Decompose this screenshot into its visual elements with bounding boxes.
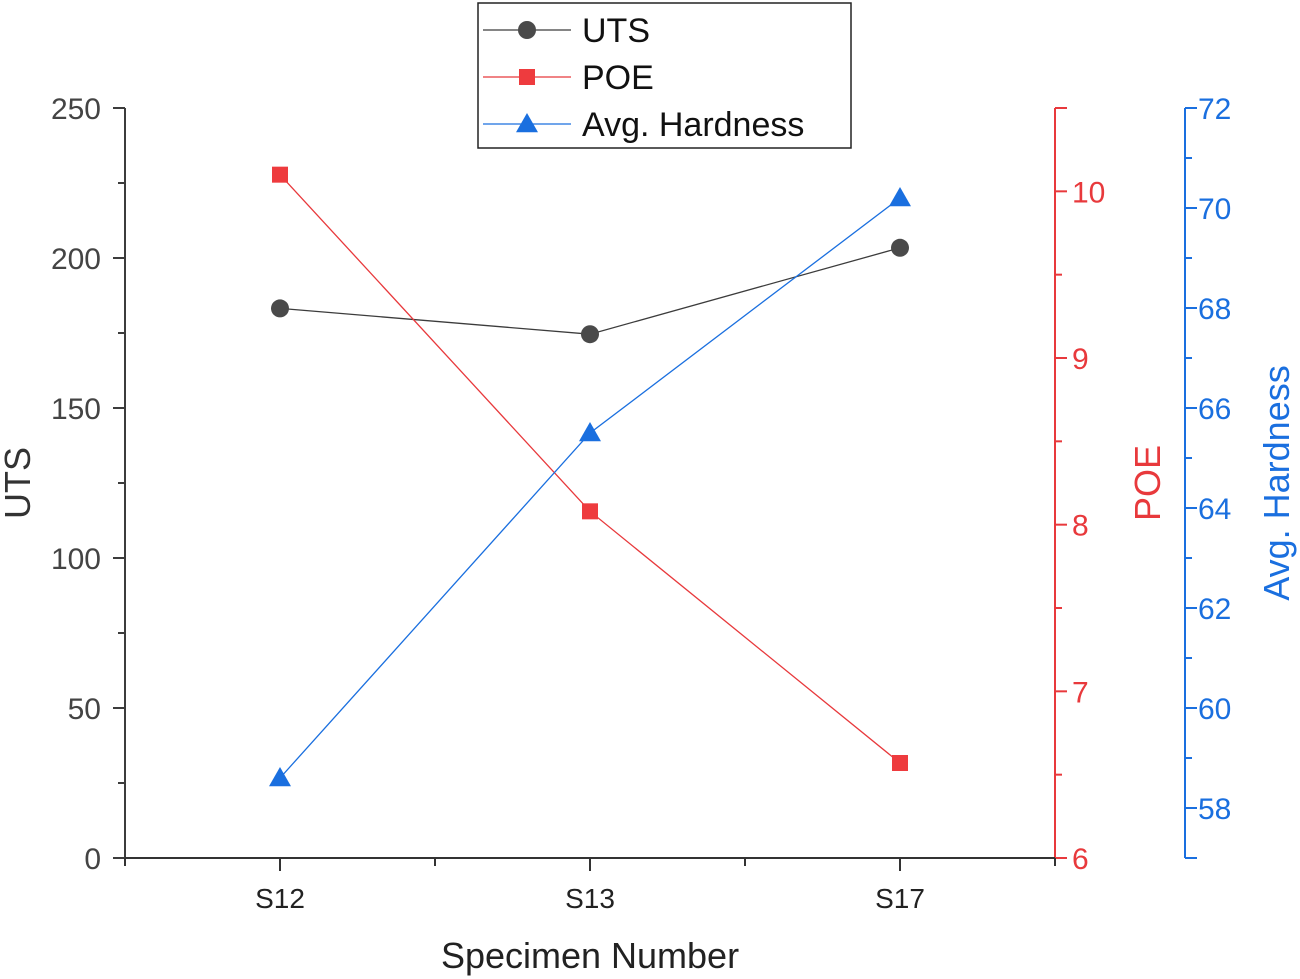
hardness-point [889,187,911,207]
legend-marker [519,69,535,85]
legend-box [477,2,852,149]
poe-tick-label: 6 [1072,843,1089,876]
poe-point [272,166,288,183]
legend-label: POE [582,59,654,97]
uts-point [891,238,909,257]
poe-series [272,166,908,771]
hardness-point [269,767,291,787]
uts-point [271,299,289,318]
hardness-point [579,422,601,442]
hardness-line [279,197,901,779]
uts-tick-label: 200 [51,243,101,276]
legend-label: Avg. Hardness [582,106,804,144]
uts-tick-label: 100 [51,543,101,576]
x-tick-label: S12 [255,883,305,914]
hardness-tick-label: 72 [1198,93,1231,126]
poe-tick-label: 7 [1072,676,1089,709]
hardness-axis-title: Avg. Hardness [1256,365,1297,600]
poe-tick-label: 10 [1072,176,1105,209]
uts-point [581,325,599,344]
uts-tick-label: 150 [51,393,101,426]
legend-marker [516,113,538,133]
legend: UTS POE Avg. Hardness [477,2,852,149]
poe-tick-label: 8 [1072,510,1089,543]
x-tick-label: S13 [565,883,615,914]
hardness-tick-label: 70 [1198,193,1231,226]
legend-item: Avg. Hardness [483,106,804,144]
poe-point [582,503,598,520]
x-axis-title: Specimen Number [441,935,739,976]
poe-tick-label: 9 [1072,343,1089,376]
hardness-tick-label: 58 [1198,793,1231,826]
x-tick-label: S17 [875,883,925,914]
axes-layer: 0 50 100 150 200 250 UTS 6 7 8 9 10 POE 58 60 62 64 66 68 7… [0,93,1297,976]
uts-tick-label: 250 [51,93,101,126]
uts-axis-title: UTS [0,447,38,519]
hardness-tick-label: 62 [1198,593,1231,626]
legend-item: POE [483,59,654,97]
legend-item: UTS [483,12,650,50]
series-layer [269,166,911,787]
legend-marker [518,21,536,39]
uts-tick-label: 0 [84,843,101,876]
poe-point [892,755,908,771]
hardness-tick-label: 66 [1198,393,1231,426]
uts-tick-label: 50 [68,693,101,726]
legend-label: UTS [582,12,650,50]
hardness-tick-label: 68 [1198,293,1231,326]
hardness-tick-label: 64 [1198,493,1231,526]
uts-line [279,247,901,335]
poe-axis-title: POE [1127,445,1168,521]
hardness-series [269,187,911,787]
uts-series [271,238,909,344]
hardness-tick-label: 60 [1198,693,1231,726]
